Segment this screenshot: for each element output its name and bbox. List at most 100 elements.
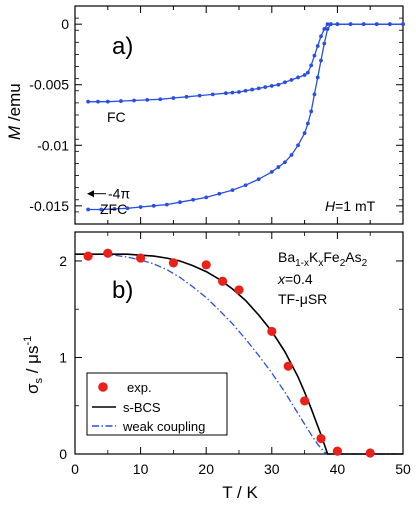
data-point-fc [237, 90, 241, 94]
data-point-zfc [401, 22, 405, 27]
four-pi-arrow-head [87, 190, 94, 198]
formula-element: Fe [323, 249, 340, 265]
data-point-fc [230, 90, 235, 95]
data-point-zfc [305, 121, 310, 126]
formula-subscript: 1-x [295, 258, 309, 269]
data-point-zfc [151, 203, 156, 208]
formula-subscript: 2 [362, 258, 368, 269]
data-point-exp [103, 248, 113, 258]
data-point-fc [276, 82, 281, 87]
panel-b-xtick-label: 40 [330, 461, 346, 477]
panel-a-label: a) [112, 33, 133, 60]
data-point-zfc [374, 22, 379, 27]
data-point-fc [296, 75, 300, 80]
formula-element: Ba [278, 249, 295, 265]
doping-value: =0.4 [285, 271, 313, 287]
panel-b-xtick-label: 0 [71, 461, 79, 477]
series-line-weak-coupling [75, 253, 403, 455]
data-point-exp [168, 258, 178, 268]
panel-b-ytick-label: 2 [59, 253, 67, 269]
data-point-fc [210, 92, 215, 97]
field-value: =1 mT [335, 198, 376, 214]
data-point-zfc [138, 205, 143, 209]
data-point-zfc [315, 75, 320, 80]
data-point-zfc [269, 170, 274, 174]
data-point-fc [145, 97, 150, 102]
data-point-fc [184, 94, 189, 99]
data-point-zfc [361, 22, 366, 27]
data-point-fc [305, 70, 310, 75]
formula-element: K [309, 249, 319, 265]
data-point-zfc [322, 41, 327, 46]
panel-b-label: b) [112, 277, 133, 304]
panel-a-ylabel: M /emu [5, 83, 24, 140]
data-point-fc [96, 99, 100, 104]
panel-b-series [75, 248, 403, 458]
panel-b-ticks: 0 10 20 30 40 50 0 1 2 [59, 232, 411, 477]
panel-a-ylabel-unit: /emu [5, 83, 24, 126]
ylabel-sigma: σ [23, 383, 42, 394]
data-point-zfc [283, 160, 287, 165]
data-point-fc [105, 99, 110, 104]
sample-formula: Ba1-xKxFe2As2 [278, 249, 368, 269]
data-point-zfc [112, 206, 117, 211]
panel-a-ytick-label: -0.015 [29, 198, 69, 214]
panel-b-xlabel: T / K [222, 483, 258, 502]
data-point-zfc [276, 165, 281, 169]
data-point-zfc [164, 202, 169, 207]
panel-a-ylabel-symbol: M [5, 125, 24, 140]
data-point-exp [316, 433, 326, 444]
formula-subscript: x [318, 258, 323, 269]
data-point-zfc [348, 22, 353, 27]
legend-label-exp: exp. [127, 380, 152, 395]
panel-b-xtick-label: 20 [198, 461, 214, 477]
data-point-zfc [328, 22, 333, 27]
data-point-zfc [204, 195, 209, 200]
data-point-zfc [178, 200, 182, 205]
legend-box [86, 372, 228, 436]
four-pi-label: -4π [108, 186, 130, 202]
data-point-fc [312, 53, 317, 58]
data-point-fc [197, 93, 202, 98]
data-point-zfc [309, 109, 314, 114]
data-point-zfc [243, 183, 248, 188]
data-point-zfc [191, 197, 195, 202]
data-point-zfc [125, 206, 130, 211]
four-pi-marker: -4π [87, 186, 130, 202]
data-point-fc [132, 98, 136, 103]
data-point-exp [218, 276, 228, 286]
data-point-exp [283, 361, 293, 371]
data-point-fc [263, 85, 268, 90]
data-point-fc [243, 88, 248, 93]
data-point-exp [136, 253, 146, 263]
data-point-fc [223, 91, 228, 96]
panel-a-ticks: 0 -0.005 -0.01 -0.015 [29, 6, 404, 225]
panel-a-ytick-label: -0.005 [29, 77, 69, 93]
data-point-fc [289, 77, 294, 82]
data-point-fc [283, 80, 287, 85]
formula-element: As [345, 249, 361, 265]
data-point-fc [309, 63, 314, 68]
data-point-fc [171, 96, 176, 100]
data-point-zfc [230, 188, 235, 192]
data-point-exp [332, 446, 342, 456]
data-point-zfc [335, 22, 340, 27]
ylabel-unit: / μs [23, 346, 42, 378]
data-point-exp [83, 251, 93, 261]
data-point-zfc [387, 22, 392, 27]
data-point-exp [234, 285, 244, 295]
panel-a-series [86, 22, 405, 212]
panel-b-ytick-label: 1 [59, 349, 67, 365]
data-point-zfc [86, 207, 91, 212]
data-point-exp [300, 396, 310, 406]
legend-label-sbcs: s-BCS [123, 400, 161, 415]
panel-b-xtick-label: 10 [133, 461, 149, 477]
field-label: H=1 mT [325, 198, 376, 214]
ylabel-sub: s [33, 378, 45, 384]
data-point-fc [119, 99, 123, 103]
panel-a-ytick-label: 0 [61, 16, 69, 32]
zfc-label: ZFC [100, 201, 127, 217]
data-point-fc [322, 27, 327, 31]
